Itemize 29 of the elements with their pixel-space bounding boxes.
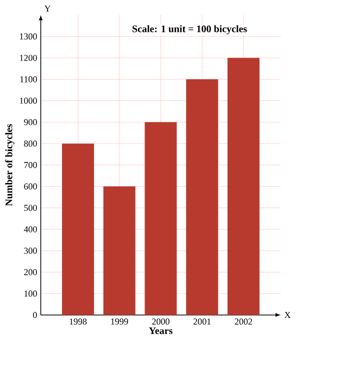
- y-axis-title: Number of bicycles: [5, 124, 14, 206]
- y-tick-label: 600: [24, 183, 37, 190]
- y-tick-label: 500: [24, 204, 37, 211]
- text: Scale: 1 unit = 100 bicycles: [132, 25, 247, 34]
- y-tick-label: 700: [24, 162, 37, 168]
- y-tick-label: 800: [24, 140, 37, 147]
- x-tick-label: 1998: [70, 318, 87, 325]
- y-tick-label: 400: [24, 226, 37, 232]
- bar: [186, 79, 218, 315]
- y-tick-label: 0: [33, 312, 37, 318]
- y-tick-label: 1000: [20, 98, 37, 104]
- bar: [228, 58, 260, 315]
- y-tick-label: 200: [24, 269, 37, 276]
- x-tick-label: 2000: [152, 318, 170, 325]
- y-tick-label: 900: [24, 119, 37, 126]
- y-tick-label: 1300: [20, 33, 37, 40]
- bar: [103, 186, 136, 315]
- x-tick-label: 2001: [194, 318, 211, 325]
- text: X: [284, 312, 291, 318]
- y-tick-label: 300: [24, 248, 37, 254]
- y-tick-label: 1200: [20, 54, 37, 61]
- x-tick-label: 2002: [234, 318, 252, 325]
- bar: [62, 144, 94, 315]
- x-tick-label: 1999: [111, 318, 128, 325]
- text: Y: [44, 6, 51, 12]
- y-tick-label: 100: [24, 290, 37, 297]
- x-axis-title: Years: [148, 327, 172, 334]
- y-tick-label: 1100: [20, 76, 37, 82]
- bar: [144, 122, 177, 315]
